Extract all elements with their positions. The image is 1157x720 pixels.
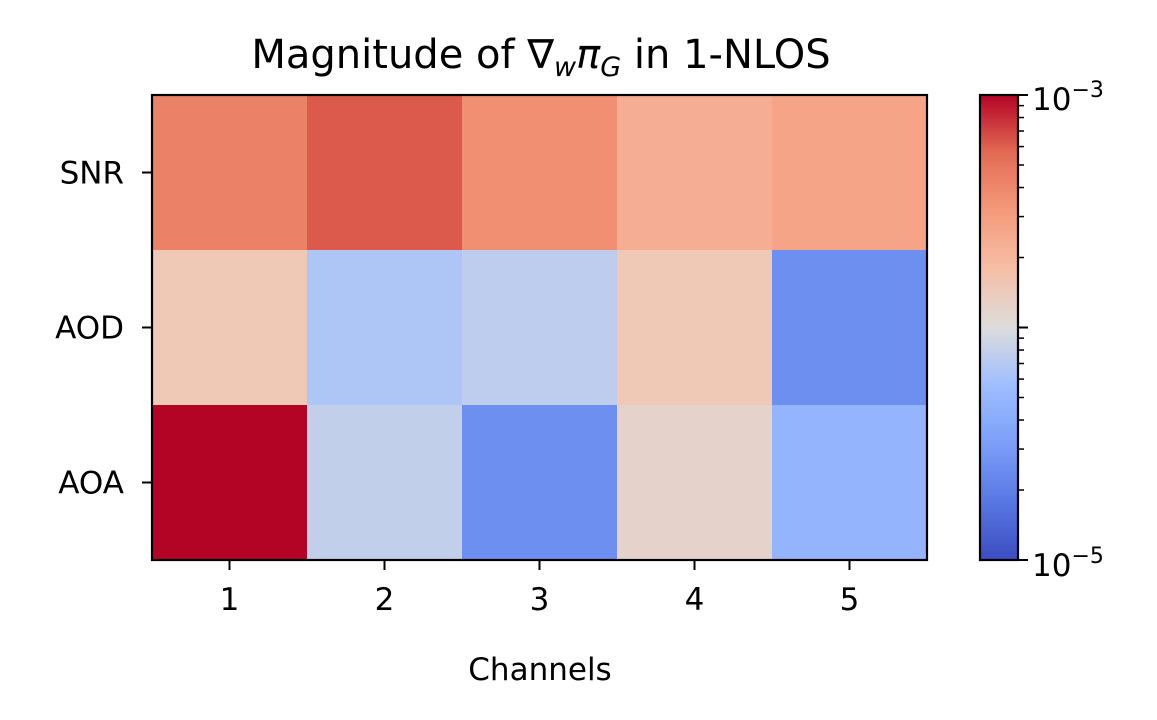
- y-tick-label: SNR: [60, 156, 124, 192]
- heatmap-cell: [617, 405, 773, 561]
- colorbar-label-max-exp: −3: [1071, 78, 1103, 103]
- heatmap-cell: [152, 95, 308, 251]
- x-tick-label: 5: [840, 582, 860, 618]
- colorbar: [978, 93, 1020, 562]
- chart-title: Magnitude of ∇wπG in 1-NLOS: [251, 32, 830, 83]
- y-axis-ticks: SNR AOD AOA: [55, 156, 152, 502]
- x-axis-label: Channels: [468, 652, 611, 688]
- heatmap-cell: [462, 95, 618, 251]
- heatmap-cell: [772, 250, 928, 406]
- colorbar-ticks: [1018, 94, 1028, 561]
- x-tick-label: 3: [530, 582, 550, 618]
- heatmap-cell: [462, 250, 618, 406]
- heatmap-cell: [772, 95, 928, 251]
- colorbar-label-max-base: 10: [1032, 82, 1071, 118]
- colorbar-label-min: 10−5: [1032, 544, 1104, 584]
- colorbar-label-max: 10−3: [1032, 78, 1104, 118]
- title-subscript-g: G: [600, 52, 621, 83]
- heatmap-cell: [617, 250, 773, 406]
- x-axis-ticks: 1 2 3 4 5: [220, 560, 860, 618]
- x-tick-label: 4: [685, 582, 705, 618]
- heatmap-cell: [617, 95, 773, 251]
- heatmap-cell: [307, 250, 463, 406]
- title-pi: π: [576, 32, 601, 78]
- colorbar-label-min-exp: −5: [1071, 544, 1103, 569]
- colorbar-label-min-base: 10: [1032, 548, 1071, 584]
- heatmap-cell: [152, 250, 308, 406]
- title-suffix: in 1-NLOS: [621, 32, 830, 78]
- y-tick-label: AOD: [55, 311, 124, 347]
- title-subscript-w: w: [554, 52, 577, 83]
- heatmap-cell: [152, 405, 308, 561]
- title-prefix: Magnitude of ∇: [251, 32, 554, 78]
- heatmap-cell: [307, 405, 463, 561]
- x-tick-label: 1: [220, 582, 240, 618]
- y-tick-label: AOA: [58, 466, 124, 502]
- heatmap-cell: [307, 95, 463, 251]
- heatmap-cell: [772, 405, 928, 561]
- x-tick-label: 2: [375, 582, 395, 618]
- heatmap-cells: [152, 95, 928, 561]
- heatmap-cell: [462, 405, 618, 561]
